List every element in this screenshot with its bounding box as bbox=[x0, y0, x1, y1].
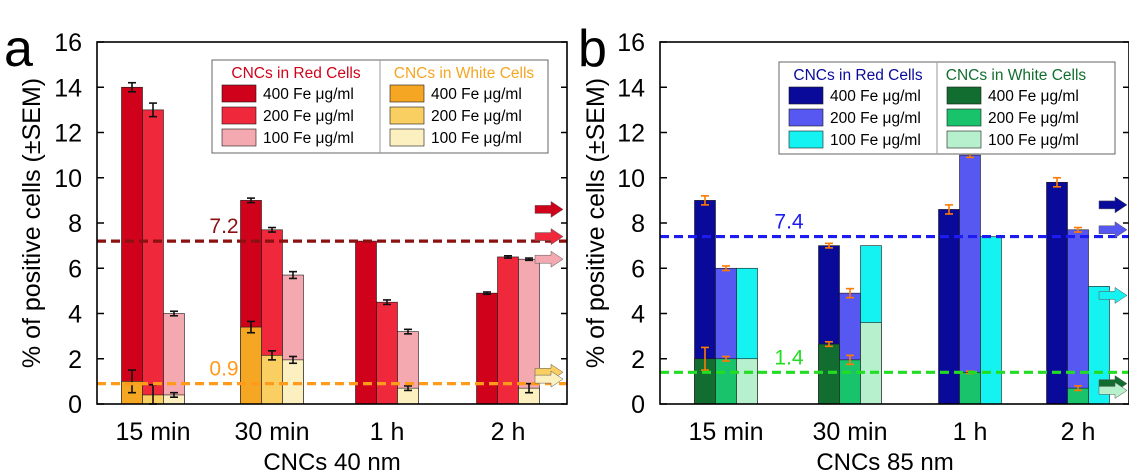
legend-label: 400 Fe μg/ml bbox=[263, 86, 354, 103]
bar-b-s0-c2 bbox=[938, 209, 960, 405]
y-tick-label: 6 bbox=[68, 255, 82, 283]
bar-b-s1-c3 bbox=[1067, 229, 1089, 405]
legend-label: 200 Fe μg/ml bbox=[830, 110, 921, 127]
y-tick-label: 6 bbox=[631, 255, 645, 283]
y-tick-label: 10 bbox=[54, 165, 82, 193]
bar-a-s0-c0 bbox=[121, 86, 143, 405]
panel-a: a 0 2 4 6 8 10 12 14 16 % of positive cells (±SEM)… bbox=[4, 20, 568, 474]
legend-swatch bbox=[221, 84, 257, 103]
panel-label: a bbox=[4, 20, 33, 78]
y-tick-label: 8 bbox=[68, 210, 82, 238]
reference-line-label: 7.4 bbox=[774, 211, 804, 234]
legend-label: 200 Fe μg/ml bbox=[263, 108, 354, 125]
y-axis-label: % of positive cells (±SEM) bbox=[582, 78, 610, 368]
bar-b-s3-c1 bbox=[818, 343, 840, 405]
plot-frame bbox=[96, 41, 568, 405]
legend-swatch bbox=[788, 108, 824, 127]
y-tick-label: 16 bbox=[617, 29, 645, 57]
y-tick-label: 12 bbox=[617, 120, 645, 148]
legend: CNCs in Red Cells CNCs in White Cells 400 … bbox=[211, 59, 549, 154]
legend-swatch bbox=[946, 86, 982, 105]
y-tick-label: 4 bbox=[631, 301, 645, 329]
bar-a-s0-c3 bbox=[476, 292, 498, 405]
x-tick-label: 1 h bbox=[953, 418, 988, 446]
trend-arrow bbox=[534, 200, 564, 218]
bar-a-s4-c1 bbox=[261, 355, 283, 405]
bar-a-s0-c2 bbox=[355, 240, 377, 405]
legend-label: 100 Fe μg/ml bbox=[988, 132, 1079, 149]
x-tick-label: 2 h bbox=[1061, 418, 1096, 446]
legend-swatch bbox=[946, 108, 982, 127]
legend-group-title: CNCs in Red Cells bbox=[793, 67, 922, 84]
legend: CNCs in Red Cells CNCs in White Cells 400 … bbox=[778, 61, 1116, 155]
bar-a-s2-c0 bbox=[163, 313, 185, 405]
y-tick-label: 2 bbox=[631, 346, 645, 374]
legend-swatch bbox=[389, 84, 425, 103]
trend-arrow bbox=[534, 228, 564, 246]
legend-label: 100 Fe μg/ml bbox=[263, 130, 354, 147]
x-tick-label: 30 min bbox=[812, 418, 887, 446]
legend-swatch bbox=[221, 106, 257, 125]
y-axis-label: % of positive cells (±SEM) bbox=[18, 78, 46, 368]
x-axis-label: CNCs 40 nm bbox=[263, 449, 400, 474]
plot-frame bbox=[659, 41, 1129, 405]
legend-group-title: CNCs in White Cells bbox=[394, 65, 535, 82]
y-tick-label: 8 bbox=[631, 210, 645, 238]
bar-b-s4-c1 bbox=[839, 359, 861, 405]
bar-a-s5-c1 bbox=[282, 359, 304, 405]
y-tick-label: 12 bbox=[54, 120, 82, 148]
trend-arrow bbox=[1098, 196, 1128, 214]
legend-label: 400 Fe μg/ml bbox=[830, 88, 921, 105]
x-tick-label: 15 min bbox=[688, 418, 763, 446]
y-tick-label: 16 bbox=[54, 29, 82, 57]
legend-swatch bbox=[788, 130, 824, 149]
y-tick-label: 4 bbox=[68, 301, 82, 329]
bar-b-s1-c2 bbox=[959, 154, 981, 405]
bar-a-s1-c2 bbox=[376, 301, 398, 405]
trend-arrow bbox=[534, 250, 564, 268]
legend-label: 100 Fe μg/ml bbox=[431, 130, 522, 147]
legend-swatch bbox=[788, 86, 824, 105]
legend-swatch bbox=[221, 128, 257, 147]
legend-swatch bbox=[946, 130, 982, 149]
legend-label: 200 Fe μg/ml bbox=[431, 108, 522, 125]
y-tick-label: 10 bbox=[617, 165, 645, 193]
trend-arrow bbox=[534, 370, 564, 388]
legend-label: 400 Fe μg/ml bbox=[431, 86, 522, 103]
x-tick-label: 1 h bbox=[370, 418, 405, 446]
x-axis-label: CNCs 85 nm bbox=[816, 449, 953, 474]
y-tick-label: 0 bbox=[68, 391, 82, 419]
y-tick-label: 2 bbox=[68, 346, 82, 374]
trend-arrow bbox=[1098, 381, 1128, 399]
x-tick-label: 30 min bbox=[234, 418, 309, 446]
y-tick-label: 14 bbox=[617, 74, 645, 102]
y-tick-label: 14 bbox=[54, 74, 82, 102]
reference-line-label: 0.9 bbox=[209, 358, 238, 381]
bar-a-s3-c1 bbox=[240, 326, 262, 405]
legend-label: 400 Fe μg/ml bbox=[988, 88, 1079, 105]
bar-b-s5-c1 bbox=[860, 322, 882, 405]
bar-a-s1-c3 bbox=[497, 256, 519, 405]
reference-line-label: 1.4 bbox=[774, 346, 804, 369]
legend-group-title: CNCs in White Cells bbox=[946, 67, 1087, 84]
y-tick-label: 0 bbox=[631, 391, 645, 419]
reference-line-label: 7.2 bbox=[209, 215, 238, 238]
legend-swatch bbox=[389, 128, 425, 147]
x-tick-label: 2 h bbox=[491, 418, 526, 446]
bar-a-s1-c0 bbox=[142, 109, 164, 405]
legend-label: 200 Fe μg/ml bbox=[988, 110, 1079, 127]
legend-swatch bbox=[389, 106, 425, 125]
legend-group-title: CNCs in Red Cells bbox=[231, 65, 360, 82]
trend-arrow bbox=[1098, 221, 1128, 239]
bar-b-s2-c2 bbox=[980, 236, 1002, 405]
bar-b-s4-c0 bbox=[715, 358, 737, 405]
bar-b-s4-c2 bbox=[959, 372, 981, 405]
trend-arrow bbox=[1098, 286, 1128, 304]
x-tick-label: 15 min bbox=[115, 418, 190, 446]
legend-label: 100 Fe μg/ml bbox=[830, 132, 921, 149]
panel-b: b 0 2 4 6 8 10 12 14 16% of positive cells (±SEM)… bbox=[578, 20, 1129, 474]
panel-label: b bbox=[578, 20, 607, 78]
bar-b-s5-c0 bbox=[736, 358, 758, 405]
